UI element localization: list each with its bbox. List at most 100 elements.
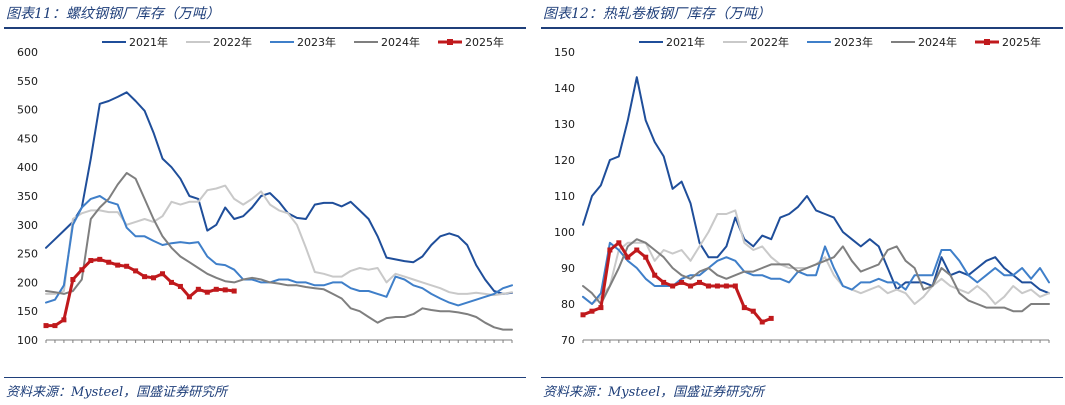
data-point-2025年 xyxy=(580,312,586,318)
data-point-2025年 xyxy=(160,271,165,277)
chart-panel-rebar: 图表11：螺纹钢钢厂库存（万吨） 100 150 200 250 300 350 400 45… xyxy=(4,0,526,405)
y-tick-label: 90 xyxy=(561,262,575,275)
x-tick-label: 第41周 xyxy=(388,345,421,346)
source-note: 资料来源：Mysteel，国盛证券研究所 xyxy=(6,385,228,400)
data-point-2025年 xyxy=(70,277,76,283)
title-rule xyxy=(541,27,1063,29)
title-rule xyxy=(4,27,526,29)
chart-title: 图表11：螺纹钢钢厂库存（万吨） xyxy=(6,6,220,22)
data-point-2025年 xyxy=(133,268,139,274)
y-tick-label: 70 xyxy=(561,334,575,346)
y-tick-label: 100 xyxy=(17,334,38,346)
series-line-2023年 xyxy=(582,241,1050,305)
series-line-2023年 xyxy=(45,195,513,307)
data-point-2025年 xyxy=(652,272,658,278)
data-point-2025年 xyxy=(61,317,67,323)
y-tick-label: 150 xyxy=(17,305,38,318)
x-tick-label: 第11周 xyxy=(656,345,689,346)
y-tick-label: 400 xyxy=(17,161,38,174)
data-point-2025年 xyxy=(195,286,201,292)
data-point-2025年 xyxy=(222,287,228,293)
data-point-2025年 xyxy=(679,279,685,285)
y-tick-label: 550 xyxy=(17,75,38,88)
x-tick-label: 第46周 xyxy=(433,345,466,346)
y-tick-label: 120 xyxy=(554,154,575,167)
legend-label: 2023年 xyxy=(834,35,873,49)
source-rule xyxy=(541,377,1063,378)
data-point-2025年 xyxy=(213,286,219,292)
data-point-2025年 xyxy=(52,323,58,329)
series-line-2025年 xyxy=(581,241,773,324)
x-tick-label: 第46周 xyxy=(970,345,1003,346)
x-tick-label: 第21周 xyxy=(209,345,242,346)
y-tick-label: 110 xyxy=(554,190,575,203)
data-point-2025年 xyxy=(643,254,649,260)
hrc-inventory-chart: 708090100110120130140150第1周第6周第11周第16周第2… xyxy=(554,35,1050,346)
y-tick-label: 200 xyxy=(17,276,38,289)
legend-label: 2022年 xyxy=(213,35,252,49)
data-point-2025年 xyxy=(124,263,130,269)
legend-label: 2024年 xyxy=(381,35,420,49)
data-point-2025年 xyxy=(759,319,765,325)
y-tick-label: 140 xyxy=(554,82,575,95)
data-point-2025年 xyxy=(43,323,49,329)
source-rule xyxy=(4,377,526,378)
x-tick-label: 第51周 xyxy=(1015,345,1048,346)
legend-label: 2023年 xyxy=(297,35,336,49)
data-point-2025年 xyxy=(231,288,237,294)
legend-label: 2021年 xyxy=(666,35,705,49)
legend-label: 2025年 xyxy=(465,35,504,49)
x-tick-label: 第31周 xyxy=(298,345,331,346)
chart-panel-hot-rolled-coil: 图表12：热轧卷板钢厂库存（万吨） 70 80 90 100 110 120 130 140 1… xyxy=(541,0,1063,405)
data-point-2025年 xyxy=(723,283,729,289)
series-line-2024年 xyxy=(582,238,1050,313)
x-tick-label: 第16周 xyxy=(701,345,734,346)
x-tick-label: 第31周 xyxy=(835,345,868,346)
legend-label: 2021年 xyxy=(129,35,168,49)
data-point-2025年 xyxy=(168,279,174,285)
data-point-2025年 xyxy=(741,305,747,311)
y-tick-label: 300 xyxy=(17,219,38,232)
legend-label: 2022年 xyxy=(750,35,789,49)
data-point-2025年 xyxy=(598,305,604,311)
x-tick-label: 第11周 xyxy=(119,345,152,346)
data-point-2025年 xyxy=(142,274,148,280)
series-line-2025年 xyxy=(44,257,236,328)
data-point-2025年 xyxy=(750,308,756,314)
rebar-inventory-chart: 100150200250300350400450500550600第1周第6周第… xyxy=(17,35,513,346)
y-tick-label: 250 xyxy=(17,248,38,261)
y-tick-label: 130 xyxy=(554,118,575,131)
data-point-2025年 xyxy=(616,240,622,246)
data-point-2025年 xyxy=(670,283,676,289)
data-point-2025年 xyxy=(115,262,121,268)
series-line-2024年 xyxy=(45,172,513,331)
y-tick-label: 350 xyxy=(17,190,38,203)
data-point-2025年 xyxy=(625,254,631,260)
data-point-2025年 xyxy=(186,294,192,300)
y-tick-label: 150 xyxy=(554,46,575,59)
data-point-2025年 xyxy=(88,258,94,264)
data-point-2025年 xyxy=(589,308,595,314)
x-tick-label: 第16周 xyxy=(164,345,197,346)
data-point-2025年 xyxy=(106,259,112,265)
data-point-2025年 xyxy=(732,283,738,289)
data-point-2025年 xyxy=(705,283,711,289)
data-point-2025年 xyxy=(177,283,183,289)
data-point-2025年 xyxy=(151,275,157,281)
data-point-2025年 xyxy=(204,289,210,295)
data-point-2025年 xyxy=(661,279,667,285)
y-tick-label: 500 xyxy=(17,104,38,117)
series-line-2021年 xyxy=(45,91,513,295)
data-point-2025年 xyxy=(714,283,720,289)
legend-marker xyxy=(984,39,990,45)
data-point-2025年 xyxy=(697,279,702,285)
x-tick-label: 第21周 xyxy=(746,345,779,346)
y-tick-label: 80 xyxy=(561,298,575,311)
data-point-2025年 xyxy=(768,315,774,321)
data-point-2025年 xyxy=(97,256,103,262)
data-point-2025年 xyxy=(634,247,640,253)
x-tick-label: 第36周 xyxy=(880,345,913,346)
x-tick-label: 第6周 xyxy=(615,345,641,346)
x-tick-label: 第26周 xyxy=(254,345,287,346)
source-note: 资料来源：Mysteel，国盛证券研究所 xyxy=(543,385,765,400)
